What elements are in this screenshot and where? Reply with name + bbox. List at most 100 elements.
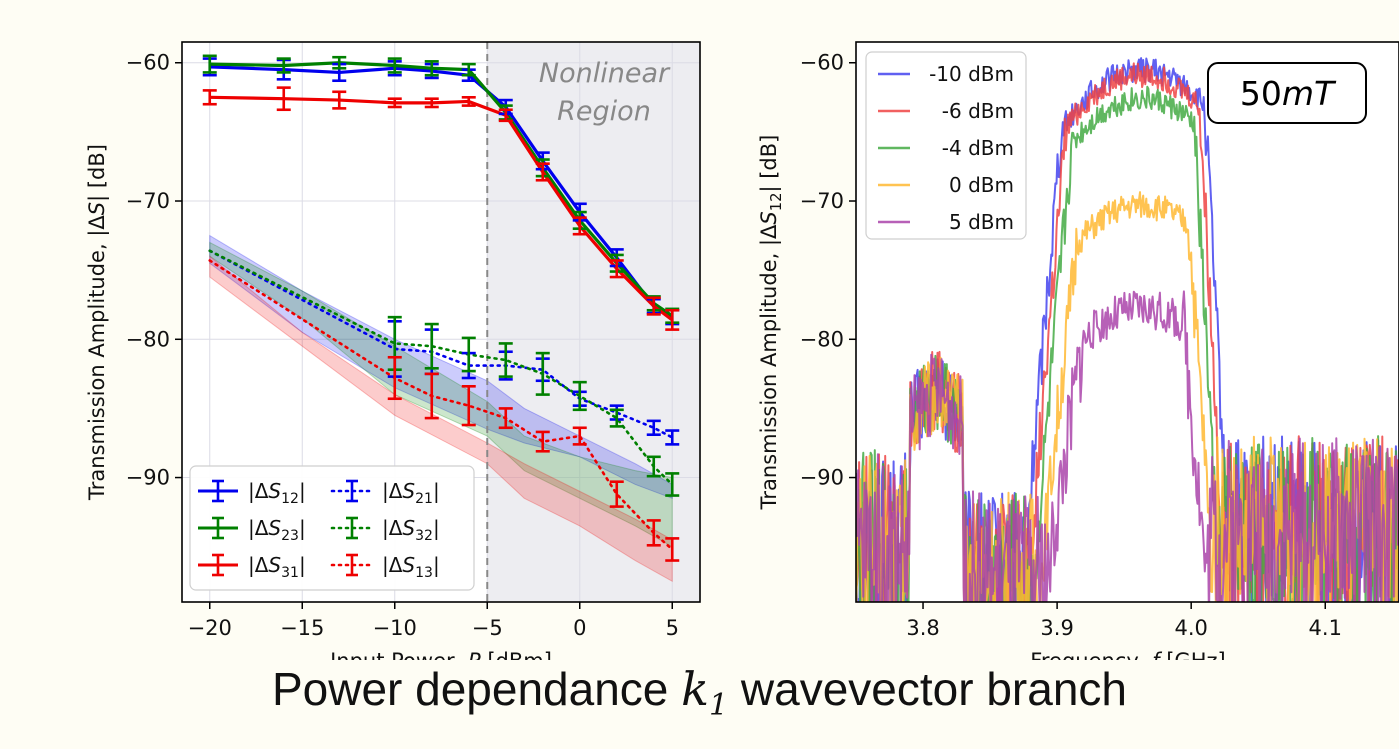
spectrum-5dBm	[856, 290, 1399, 602]
errorbar-S31	[498, 108, 513, 123]
legend: |ΔS12| |ΔS23| |ΔS31| |ΔS21| |ΔS32| |ΔS13|	[189, 465, 475, 591]
legend-entry: -4 dBm	[878, 136, 1014, 160]
y-axis-label: Transmission Amplitude, |ΔS| [dB]	[85, 144, 110, 501]
legend-entry: |ΔS32|	[330, 516, 440, 544]
errorbar-S31	[424, 97, 439, 109]
plot-frame	[181, 41, 701, 603]
errorbar-S23	[461, 62, 476, 77]
errorbar-S32	[609, 408, 624, 428]
frequency-spectrum-chart: 3.8 3.9 4.0 4.1 −60 −70 −80 −90 Frequency, f [G…	[757, 41, 1399, 660]
errorbar-S21	[665, 429, 680, 446]
legend-label: |ΔS12|	[248, 479, 306, 507]
x-tick-label: 4.1	[1309, 616, 1342, 640]
line-S13	[208, 259, 674, 551]
errorbar-S32	[535, 351, 550, 396]
errorbar-S13	[498, 407, 513, 430]
x-axis-label: Input Power, P [dBm]	[330, 649, 552, 660]
errorbar-S32	[572, 380, 587, 412]
errorbar-S13	[387, 355, 402, 401]
legend-entry: 0 dBm	[878, 173, 1014, 197]
legend-label: |ΔS21|	[382, 479, 440, 507]
errorbar-S31	[202, 89, 217, 106]
legend-entry: 5 dBm	[878, 210, 1014, 234]
legend-label: |ΔS13|	[382, 553, 440, 581]
y-tick-label: −70	[126, 189, 170, 213]
legend-label: -10 dBm	[929, 62, 1014, 86]
spectrum-lines	[856, 57, 1399, 602]
figure-caption: Power dependance k1 wavevector branch	[0, 662, 1399, 723]
errorbar-S13	[424, 372, 439, 420]
x-tick-label: −15	[280, 616, 324, 640]
legend-label: -6 dBm	[942, 99, 1014, 123]
axis-ticks: −20 −15 −10 −5 0 5 −60 −70 −80 −90	[126, 51, 679, 640]
errorbar-S31	[646, 296, 661, 316]
caption-suffix: wavevector branch	[728, 663, 1128, 715]
legend-label: |ΔS32|	[382, 516, 440, 544]
annotation-nonlinear-line2: Region	[557, 96, 651, 127]
y-tick-label: −60	[126, 51, 170, 75]
errorbar-S13	[609, 480, 624, 508]
x-axis-label: Frequency, f [GHz]	[1030, 649, 1225, 660]
errorbar-S21	[646, 419, 661, 436]
x-tick-label: −20	[188, 616, 232, 640]
errorbar-S23	[202, 54, 217, 74]
line-S31	[209, 95, 674, 322]
errorbar-S23	[332, 55, 347, 70]
y-tick-label: −70	[800, 189, 844, 213]
caption-prefix: Power dependance	[271, 663, 682, 715]
line-S23	[209, 61, 674, 318]
spectrum--4dBm	[856, 85, 1399, 602]
legend-entry: |ΔS12|	[198, 479, 306, 507]
errorbar-S31	[535, 162, 550, 182]
legend-entry: |ΔS23|	[198, 516, 306, 544]
legend-entry: -6 dBm	[878, 99, 1014, 123]
y-tick-label: −80	[800, 327, 844, 351]
field-annotation: 50mT	[1240, 74, 1337, 113]
band-S13	[209, 255, 673, 583]
legend-box	[865, 51, 1027, 240]
legend: -10 dBm -6 dBm -4 dBm 0 dBm 5 dBm	[865, 51, 1027, 240]
series-lines	[208, 61, 674, 551]
errorbar-S13	[665, 537, 680, 562]
legend-entry: -10 dBm	[878, 62, 1014, 86]
errorbar-S32	[646, 455, 661, 478]
errorbar-S32	[424, 322, 439, 370]
annotation-nonlinear-line1: Nonlinear	[539, 58, 671, 89]
uncertainty-bands	[209, 234, 673, 583]
x-tick-label: −5	[472, 616, 503, 640]
x-tick-label: 3.8	[906, 616, 939, 640]
errorbar-S31	[572, 216, 587, 236]
errorbar-S31	[276, 86, 291, 112]
y-tick-label: −90	[126, 466, 170, 490]
errorbar-S31	[387, 97, 402, 109]
x-tick-label: −10	[373, 616, 417, 640]
legend-label: 5 dBm	[949, 210, 1014, 234]
errorbar-S23	[387, 57, 402, 74]
power-sweep-chart: −20 −15 −10 −5 0 5 −60 −70 −80 −90 Nonlinear Regi…	[85, 41, 701, 660]
y-tick-label: −90	[800, 466, 844, 490]
errorbar-S31	[461, 96, 476, 107]
errorbar-S23	[276, 57, 291, 74]
y-tick-label: −60	[800, 51, 844, 75]
caption-symbol: k1	[681, 662, 729, 724]
errorbar-S31	[665, 308, 680, 331]
errorbar-S32	[461, 336, 476, 373]
band-S21	[209, 234, 673, 500]
errorbar-S23	[424, 60, 439, 77]
x-tick-label: 4.0	[1174, 616, 1207, 640]
legend-label: -4 dBm	[942, 136, 1014, 160]
errorbar-S31	[609, 259, 624, 279]
legend-entry: |ΔS31|	[198, 553, 306, 581]
axis-ticks: 3.8 3.9 4.0 4.1 −60 −70 −80 −90	[800, 51, 1342, 640]
y-tick-label: −80	[126, 327, 170, 351]
errorbar-S13	[572, 426, 587, 446]
x-tick-label: 3.9	[1040, 616, 1073, 640]
figure: −20 −15 −10 −5 0 5 −60 −70 −80 −90 Nonlinear Regi…	[85, 41, 1399, 660]
errorbar-S32	[665, 472, 680, 497]
plot-frame	[855, 41, 1399, 603]
errorbar-S32	[498, 342, 513, 378]
errorbar-S13	[535, 430, 550, 453]
errorbar-S13	[646, 519, 661, 547]
x-tick-label: 5	[666, 616, 679, 640]
legend-entry: |ΔS21|	[330, 479, 440, 507]
